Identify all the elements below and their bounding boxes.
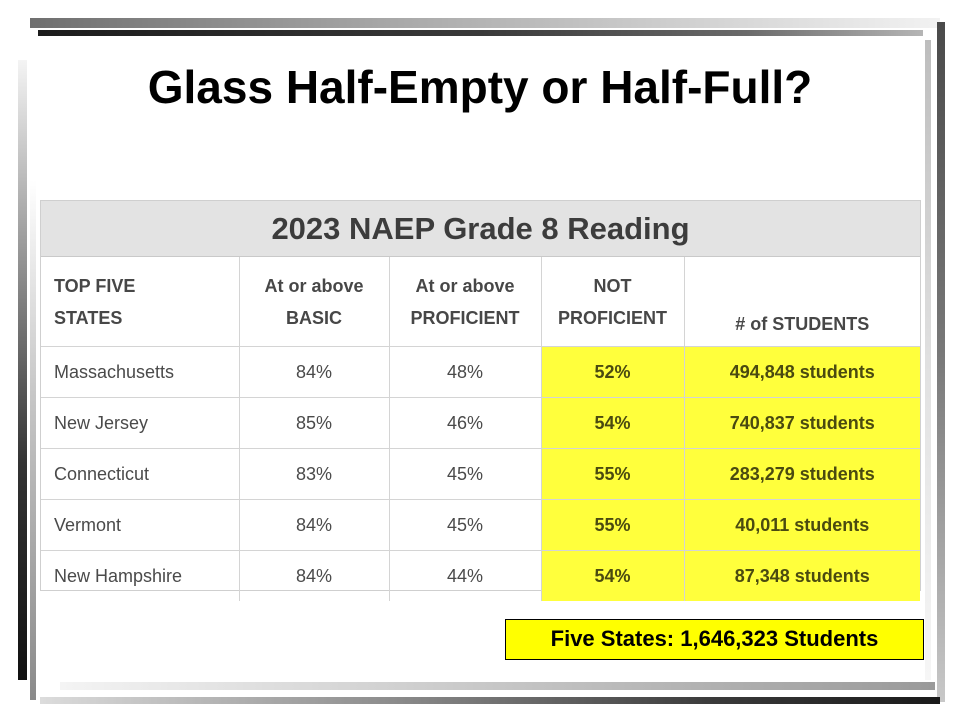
header-basic: At or above BASIC <box>239 257 390 347</box>
cell-basic: 85% <box>239 397 390 449</box>
cell-state: New Jersey <box>41 397 240 449</box>
cell-students: 494,848 students <box>684 346 920 398</box>
header-not-proficient: NOT PROFICIENT <box>541 257 685 347</box>
header-basic-line1: At or above <box>264 275 364 296</box>
cell-proficient: 45% <box>389 448 542 500</box>
table-header-row: TOP FIVE STATES At or above BASIC At or … <box>41 257 920 347</box>
table-row: Massachusetts 84% 48% 52% 494,848 studen… <box>41 346 920 398</box>
header-state: TOP FIVE STATES <box>41 257 240 347</box>
table-row: Vermont 84% 45% 55% 40,011 students <box>41 499 920 551</box>
header-not-line2: PROFICIENT <box>557 307 667 328</box>
cell-proficient: 44% <box>389 550 542 601</box>
table-row: New Hampshire 84% 44% 54% 87,348 student… <box>41 550 920 601</box>
cell-state: New Hampshire <box>41 550 240 601</box>
cell-basic: 83% <box>239 448 390 500</box>
frame-bar-bottom-light <box>60 682 935 690</box>
cell-students: 87,348 students <box>684 550 920 601</box>
header-state-line2: STATES <box>54 307 123 328</box>
summary-box: Five States: 1,646,323 Students <box>505 619 924 660</box>
table-caption: 2023 NAEP Grade 8 Reading <box>41 201 920 257</box>
naep-table: 2023 NAEP Grade 8 Reading TOP FIVE STATE… <box>40 200 921 601</box>
cell-students: 40,011 students <box>684 499 920 551</box>
table-row: Connecticut 83% 45% 55% 283,279 students <box>41 448 920 500</box>
cell-basic: 84% <box>239 499 390 551</box>
cell-proficient: 45% <box>389 499 542 551</box>
header-proficient-line2: PROFICIENT <box>410 307 520 328</box>
frame-bar-left-light <box>30 180 36 700</box>
cell-state: Massachusetts <box>41 346 240 398</box>
frame-bar-top-light <box>30 18 940 28</box>
header-proficient: At or above PROFICIENT <box>389 257 542 347</box>
cell-basic: 84% <box>239 550 390 601</box>
header-students: # of STUDENTS <box>684 257 920 347</box>
header-basic-line2: BASIC <box>285 307 342 328</box>
cell-not-proficient: 55% <box>541 448 685 500</box>
cell-not-proficient: 52% <box>541 346 685 398</box>
cell-students: 283,279 students <box>684 448 920 500</box>
frame-bar-right-light <box>925 40 931 680</box>
cell-not-proficient: 54% <box>541 397 685 449</box>
cell-proficient: 48% <box>389 346 542 398</box>
naep-data-table: TOP FIVE STATES At or above BASIC At or … <box>41 257 920 601</box>
frame-bar-bottom-dark <box>40 697 940 704</box>
slide-title: Glass Half-Empty or Half-Full? <box>147 61 813 113</box>
cell-not-proficient: 54% <box>541 550 685 601</box>
cell-students: 740,837 students <box>684 397 920 449</box>
cell-state: Connecticut <box>41 448 240 500</box>
header-not-line1: NOT <box>593 275 632 296</box>
header-proficient-line1: At or above <box>415 275 515 296</box>
cell-basic: 84% <box>239 346 390 398</box>
table-row: New Jersey 85% 46% 54% 740,837 students <box>41 397 920 449</box>
frame-bar-left-dark <box>18 60 27 680</box>
frame-bar-right-dark <box>937 22 945 702</box>
cell-not-proficient: 55% <box>541 499 685 551</box>
frame-bar-top-dark <box>38 30 923 36</box>
header-state-line1: TOP FIVE <box>54 275 136 296</box>
cell-state: Vermont <box>41 499 240 551</box>
cell-proficient: 46% <box>389 397 542 449</box>
header-students-label: # of STUDENTS <box>735 314 870 334</box>
